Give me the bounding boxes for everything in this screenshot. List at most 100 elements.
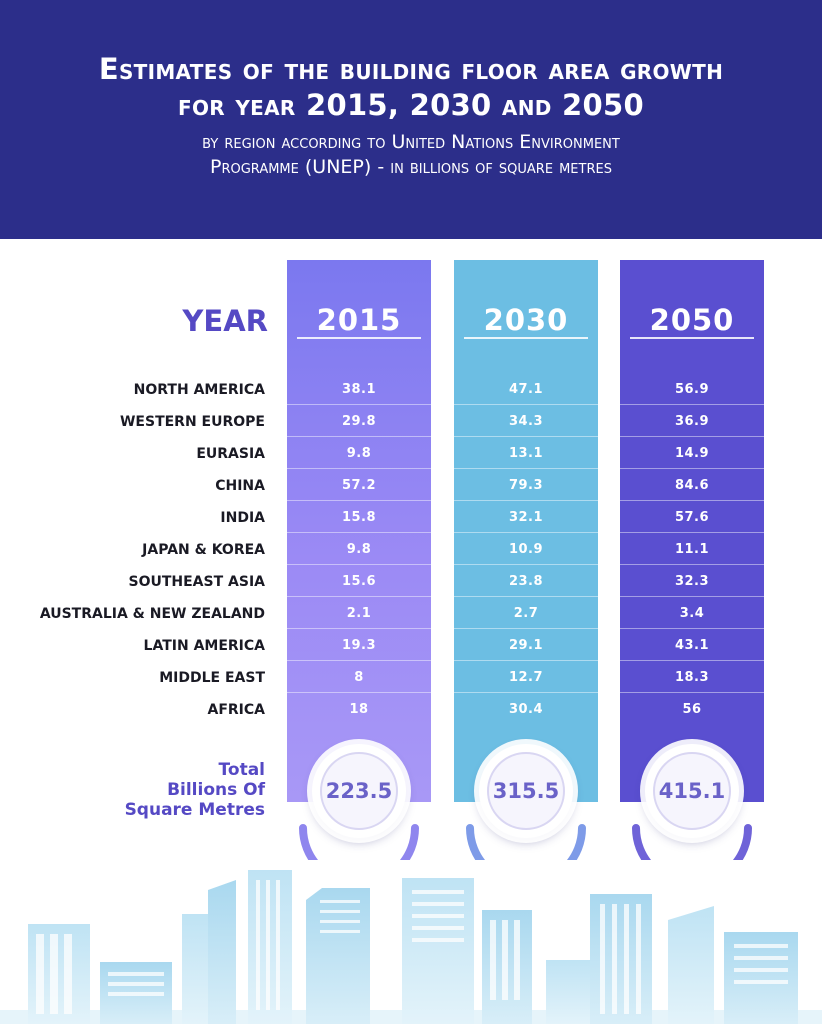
table-cell: 2.1 (346, 606, 372, 621)
table-cell: 57.6 (674, 510, 710, 525)
row-divider (454, 468, 598, 469)
chart-subtitle-line-2: Programme (UNEP) - in billions of square… (210, 156, 612, 178)
row-divider (287, 564, 431, 565)
region-label: LATIN AMERICA (143, 638, 265, 654)
row-divider (620, 692, 764, 693)
region-label: EURASIA (196, 446, 265, 462)
total-label: Total Billions Of Square Metres (110, 760, 265, 820)
year-underline (630, 337, 754, 339)
total-label-line-1: Total (218, 760, 265, 780)
total-value: 315.5 (492, 779, 560, 803)
table-cell: 30.4 (508, 702, 544, 717)
total-badge-2050: 415.1 (645, 744, 739, 838)
row-divider (454, 692, 598, 693)
row-divider (454, 660, 598, 661)
row-divider (620, 404, 764, 405)
column-2050 (620, 260, 764, 802)
row-divider (620, 660, 764, 661)
row-divider (620, 436, 764, 437)
total-arc-decoration (466, 824, 586, 860)
row-divider (620, 468, 764, 469)
table-cell: 43.1 (674, 638, 710, 653)
table-cell: 8 (354, 670, 364, 685)
table-cell: 19.3 (341, 638, 377, 653)
table-cell: 79.3 (508, 478, 544, 493)
chart-subtitle-line-1: by region according to United Nations En… (202, 131, 620, 153)
year-underline (297, 337, 421, 339)
chart-title-line-2: for year 2015, 2030 and 2050 (178, 88, 644, 122)
row-divider (287, 468, 431, 469)
city-skyline-illustration (0, 870, 822, 1024)
region-label: CHINA (215, 478, 265, 494)
region-label: SOUTHEAST ASIA (128, 574, 266, 590)
table-cell: 29.8 (341, 414, 377, 429)
table-cell: 57.2 (341, 478, 377, 493)
table-cell: 56.9 (674, 382, 710, 397)
table-cell: 2.7 (513, 606, 539, 621)
row-divider (620, 564, 764, 565)
total-value: 223.5 (325, 779, 393, 803)
total-value: 415.1 (658, 779, 726, 803)
row-divider (454, 628, 598, 629)
table-cell: 36.9 (674, 414, 710, 429)
table-cell: 13.1 (508, 446, 544, 461)
column-2030 (454, 260, 598, 802)
row-divider (287, 692, 431, 693)
total-badge-ring (487, 752, 565, 830)
region-label: JAPAN & KOREA (142, 542, 265, 558)
header-banner: Estimates of the building floor area gro… (0, 0, 822, 239)
row-divider (454, 532, 598, 533)
region-label: MIDDLE EAST (159, 670, 265, 686)
table-cell: 56 (682, 702, 702, 717)
chart-title-line-1: Estimates of the building floor area gro… (98, 52, 724, 86)
table-cell: 23.8 (508, 574, 544, 589)
row-divider (287, 660, 431, 661)
total-arc-decoration (299, 824, 419, 860)
total-badge-2030: 315.5 (479, 744, 573, 838)
total-label-line-2: Billions Of (167, 780, 265, 800)
table-cell: 14.9 (674, 446, 710, 461)
table-cell: 32.3 (674, 574, 710, 589)
region-label: AFRICA (207, 702, 266, 718)
row-divider (620, 532, 764, 533)
table-cell: 9.8 (346, 542, 372, 557)
year-header-2015: 2015 (316, 303, 402, 337)
table-cell: 32.1 (508, 510, 544, 525)
table-cell: 9.8 (346, 446, 372, 461)
row-divider (287, 436, 431, 437)
table-cell: 29.1 (508, 638, 544, 653)
row-divider (287, 596, 431, 597)
table-cell: 84.6 (674, 478, 710, 493)
total-label-line-3: Square Metres (124, 800, 265, 820)
row-divider (454, 500, 598, 501)
table-cell: 18.3 (674, 670, 710, 685)
region-label: AUSTRALIA & NEW ZEALAND (39, 606, 265, 622)
table-cell: 18 (349, 702, 369, 717)
year-underline (464, 337, 588, 339)
region-label: INDIA (220, 510, 265, 526)
year-header-2030: 2030 (483, 303, 569, 337)
table-cell: 47.1 (508, 382, 544, 397)
total-arc-decoration (632, 824, 752, 860)
row-divider (287, 500, 431, 501)
total-badge-ring (653, 752, 731, 830)
row-divider (287, 404, 431, 405)
table-cell: 38.1 (341, 382, 377, 397)
row-divider (620, 628, 764, 629)
table-cell: 10.9 (508, 542, 544, 557)
table-cell: 15.8 (341, 510, 377, 525)
row-divider (454, 436, 598, 437)
year-header-2050: 2050 (649, 303, 735, 337)
total-badge-2015: 223.5 (312, 744, 406, 838)
region-label: NORTH AMERICA (133, 382, 265, 398)
row-divider (454, 596, 598, 597)
row-divider (620, 500, 764, 501)
total-badge-ring (320, 752, 398, 830)
year-label: YEAR (182, 304, 268, 338)
table-cell: 15.6 (341, 574, 377, 589)
row-divider (454, 564, 598, 565)
table-cell: 12.7 (508, 670, 544, 685)
row-divider (287, 532, 431, 533)
table-cell: 11.1 (674, 542, 710, 557)
region-label: WESTERN EUROPE (119, 414, 265, 430)
